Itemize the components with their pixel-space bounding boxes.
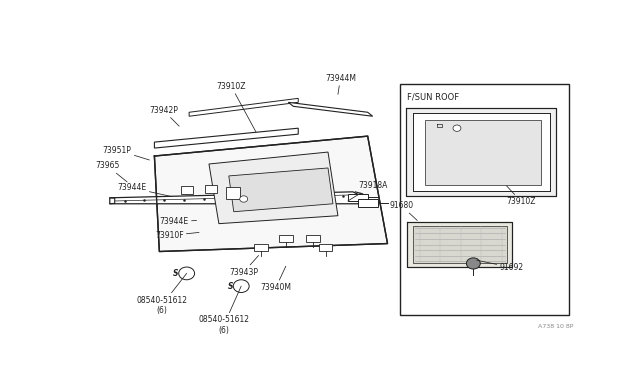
- Text: A738 10 8P: A738 10 8P: [538, 324, 573, 329]
- Text: S: S: [228, 282, 233, 291]
- Polygon shape: [288, 102, 372, 116]
- Text: 73944E: 73944E: [118, 183, 172, 197]
- Circle shape: [240, 196, 248, 202]
- Circle shape: [467, 258, 480, 269]
- Circle shape: [233, 280, 249, 292]
- Polygon shape: [189, 98, 298, 116]
- Polygon shape: [209, 152, 338, 224]
- Text: 73918A: 73918A: [348, 182, 387, 201]
- Text: 73910F: 73910F: [155, 231, 199, 240]
- Polygon shape: [319, 244, 332, 251]
- Text: 73951P: 73951P: [103, 145, 150, 160]
- Polygon shape: [306, 235, 320, 241]
- Polygon shape: [413, 226, 507, 263]
- Text: 73943P: 73943P: [229, 256, 259, 277]
- Polygon shape: [425, 120, 541, 185]
- FancyBboxPatch shape: [227, 187, 240, 199]
- FancyBboxPatch shape: [180, 186, 193, 194]
- Text: S: S: [173, 269, 179, 278]
- Text: 73910Z: 73910Z: [216, 82, 256, 132]
- Polygon shape: [110, 192, 378, 204]
- Polygon shape: [254, 244, 268, 251]
- Text: F/SUN ROOF: F/SUN ROOF: [408, 92, 460, 102]
- Polygon shape: [406, 108, 556, 196]
- Text: 91692: 91692: [477, 260, 524, 272]
- Polygon shape: [358, 199, 378, 206]
- Polygon shape: [154, 136, 388, 251]
- Text: 73910Z: 73910Z: [507, 186, 536, 206]
- Text: 08540-51612
(6): 08540-51612 (6): [136, 273, 188, 315]
- Polygon shape: [348, 194, 368, 201]
- Polygon shape: [279, 235, 292, 241]
- Text: 08540-51612
(6): 08540-51612 (6): [198, 286, 250, 335]
- Circle shape: [179, 267, 195, 280]
- Polygon shape: [413, 113, 550, 191]
- FancyBboxPatch shape: [400, 84, 568, 315]
- Text: 73944E: 73944E: [159, 217, 196, 226]
- Polygon shape: [154, 128, 298, 148]
- Text: 73940M: 73940M: [260, 266, 291, 292]
- FancyBboxPatch shape: [205, 185, 218, 193]
- Text: 91680: 91680: [389, 201, 417, 221]
- Text: 73942P: 73942P: [149, 106, 179, 126]
- Circle shape: [453, 125, 461, 131]
- Text: 73944M: 73944M: [325, 74, 356, 94]
- Polygon shape: [229, 168, 333, 212]
- Polygon shape: [408, 222, 511, 267]
- Text: 73965: 73965: [95, 161, 127, 182]
